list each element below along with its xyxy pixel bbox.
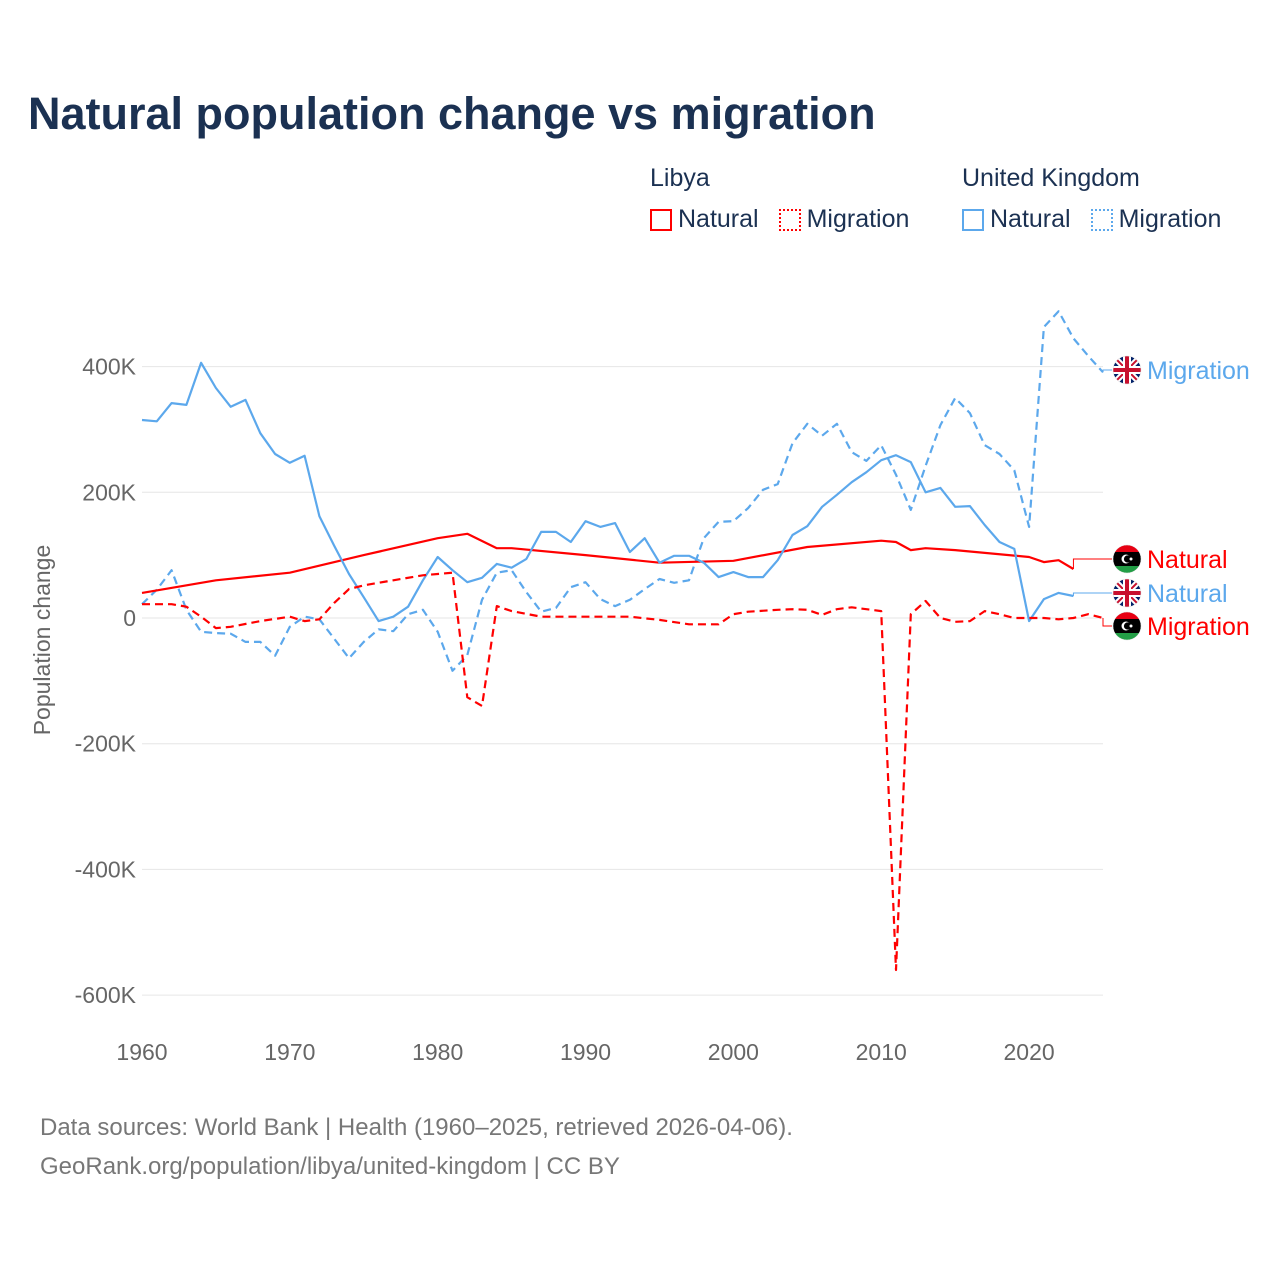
flag-stripe-green (1113, 633, 1141, 640)
flag-star (1129, 557, 1133, 561)
flag-crescent-cut (1123, 555, 1132, 563)
legend-label: Natural (678, 205, 759, 233)
flag-stripe-black (1113, 619, 1141, 633)
flag-crescent-cut (1123, 622, 1132, 630)
legend-item-libya-natural[interactable]: Natural (650, 205, 759, 234)
series-end-label: Migration (1147, 613, 1250, 641)
y-tick-label: -200K (75, 731, 137, 757)
legend-swatch (650, 208, 672, 231)
legend-swatch (1090, 208, 1113, 231)
chart-title: Natural population change vs migration (28, 88, 876, 139)
flag-stripe-black (1113, 552, 1141, 566)
flag-field (1113, 579, 1141, 607)
flag-stripe-red (1113, 545, 1141, 552)
uk-flag-icon (1112, 578, 1142, 608)
legend-label: Natural (990, 205, 1071, 233)
x-tick-label: 2000 (708, 1039, 759, 1065)
y-tick-label: 400K (82, 354, 136, 380)
flag-saltire-red (1113, 356, 1141, 384)
flag-field (1113, 356, 1141, 384)
flag-border (1112, 355, 1142, 385)
series-end-label: Natural (1147, 546, 1228, 574)
legend-label: Migration (1118, 205, 1222, 233)
flag-crescent (1121, 621, 1131, 631)
y-tick-label: -400K (75, 856, 137, 882)
legend-swatch (962, 208, 984, 231)
x-tick-label: 1970 (264, 1039, 315, 1065)
flag-saltire-red (1113, 579, 1141, 607)
flag-cross-red (1113, 356, 1141, 384)
flag-body (1113, 612, 1141, 640)
flag-border (1112, 611, 1142, 641)
x-tick-label: 1960 (116, 1039, 167, 1065)
y-tick-label: 0 (123, 605, 136, 631)
y-tick-label: -600K (75, 982, 137, 1008)
flag-body (1113, 545, 1141, 573)
label-connector (1102, 618, 1112, 627)
flag-saltire (1113, 356, 1141, 384)
series-end-label: Natural (1147, 580, 1228, 608)
label-connector (1072, 592, 1112, 597)
legend-group-uk: United Kingdom (962, 164, 1140, 192)
label-connector (1072, 558, 1112, 569)
x-tick-label: 1980 (412, 1039, 463, 1065)
y-axis-label: Population change (29, 545, 55, 736)
series-line-united-kingdom-natural (141, 361, 1074, 623)
x-tick-label: 2010 (856, 1039, 907, 1065)
label-connector (1102, 369, 1112, 373)
flag-crescent (1121, 554, 1131, 564)
flag-border (1112, 544, 1142, 574)
y-tick-label: 200K (82, 479, 136, 505)
flag-stripe-green (1113, 566, 1141, 573)
uk-flag-icon (1112, 355, 1142, 385)
flag-border (1112, 578, 1142, 608)
flag-body (1113, 579, 1141, 607)
series-line-libya-migration (142, 571, 1104, 972)
legend-label: Migration (806, 205, 910, 233)
series-line-libya-natural (141, 532, 1074, 594)
series-end-label: Migration (1147, 357, 1250, 385)
flag-cross (1113, 356, 1141, 384)
series-line-united-kingdom-migration (141, 310, 1104, 672)
x-tick-label: 1990 (560, 1039, 611, 1065)
legend-group-libya: Libya (650, 164, 710, 192)
legend-item-libya-migration[interactable]: Migration (778, 205, 910, 234)
flag-saltire (1113, 579, 1141, 607)
libya-flag-icon (1112, 544, 1142, 574)
flag-cross (1113, 579, 1141, 607)
footer: Data sources: World Bank | Health (1960–… (40, 1108, 793, 1186)
x-tick-label: 2020 (1003, 1039, 1054, 1065)
flag-cross-red (1113, 579, 1141, 607)
legend-item-uk-migration[interactable]: Migration (1090, 205, 1222, 234)
flag-body (1113, 356, 1141, 384)
legend-libya-items: Natural Migration (650, 205, 909, 234)
legend-swatch (778, 208, 801, 231)
legend-uk-items: Natural Migration (962, 205, 1221, 234)
flag-stripe-red (1113, 612, 1141, 619)
legend-item-uk-natural[interactable]: Natural (962, 205, 1071, 234)
data-sources: Data sources: World Bank | Health (1960–… (40, 1114, 793, 1141)
flag-star (1129, 624, 1133, 628)
source-link: GeoRank.org/population/libya/united-king… (40, 1153, 620, 1180)
libya-flag-icon (1112, 611, 1142, 641)
